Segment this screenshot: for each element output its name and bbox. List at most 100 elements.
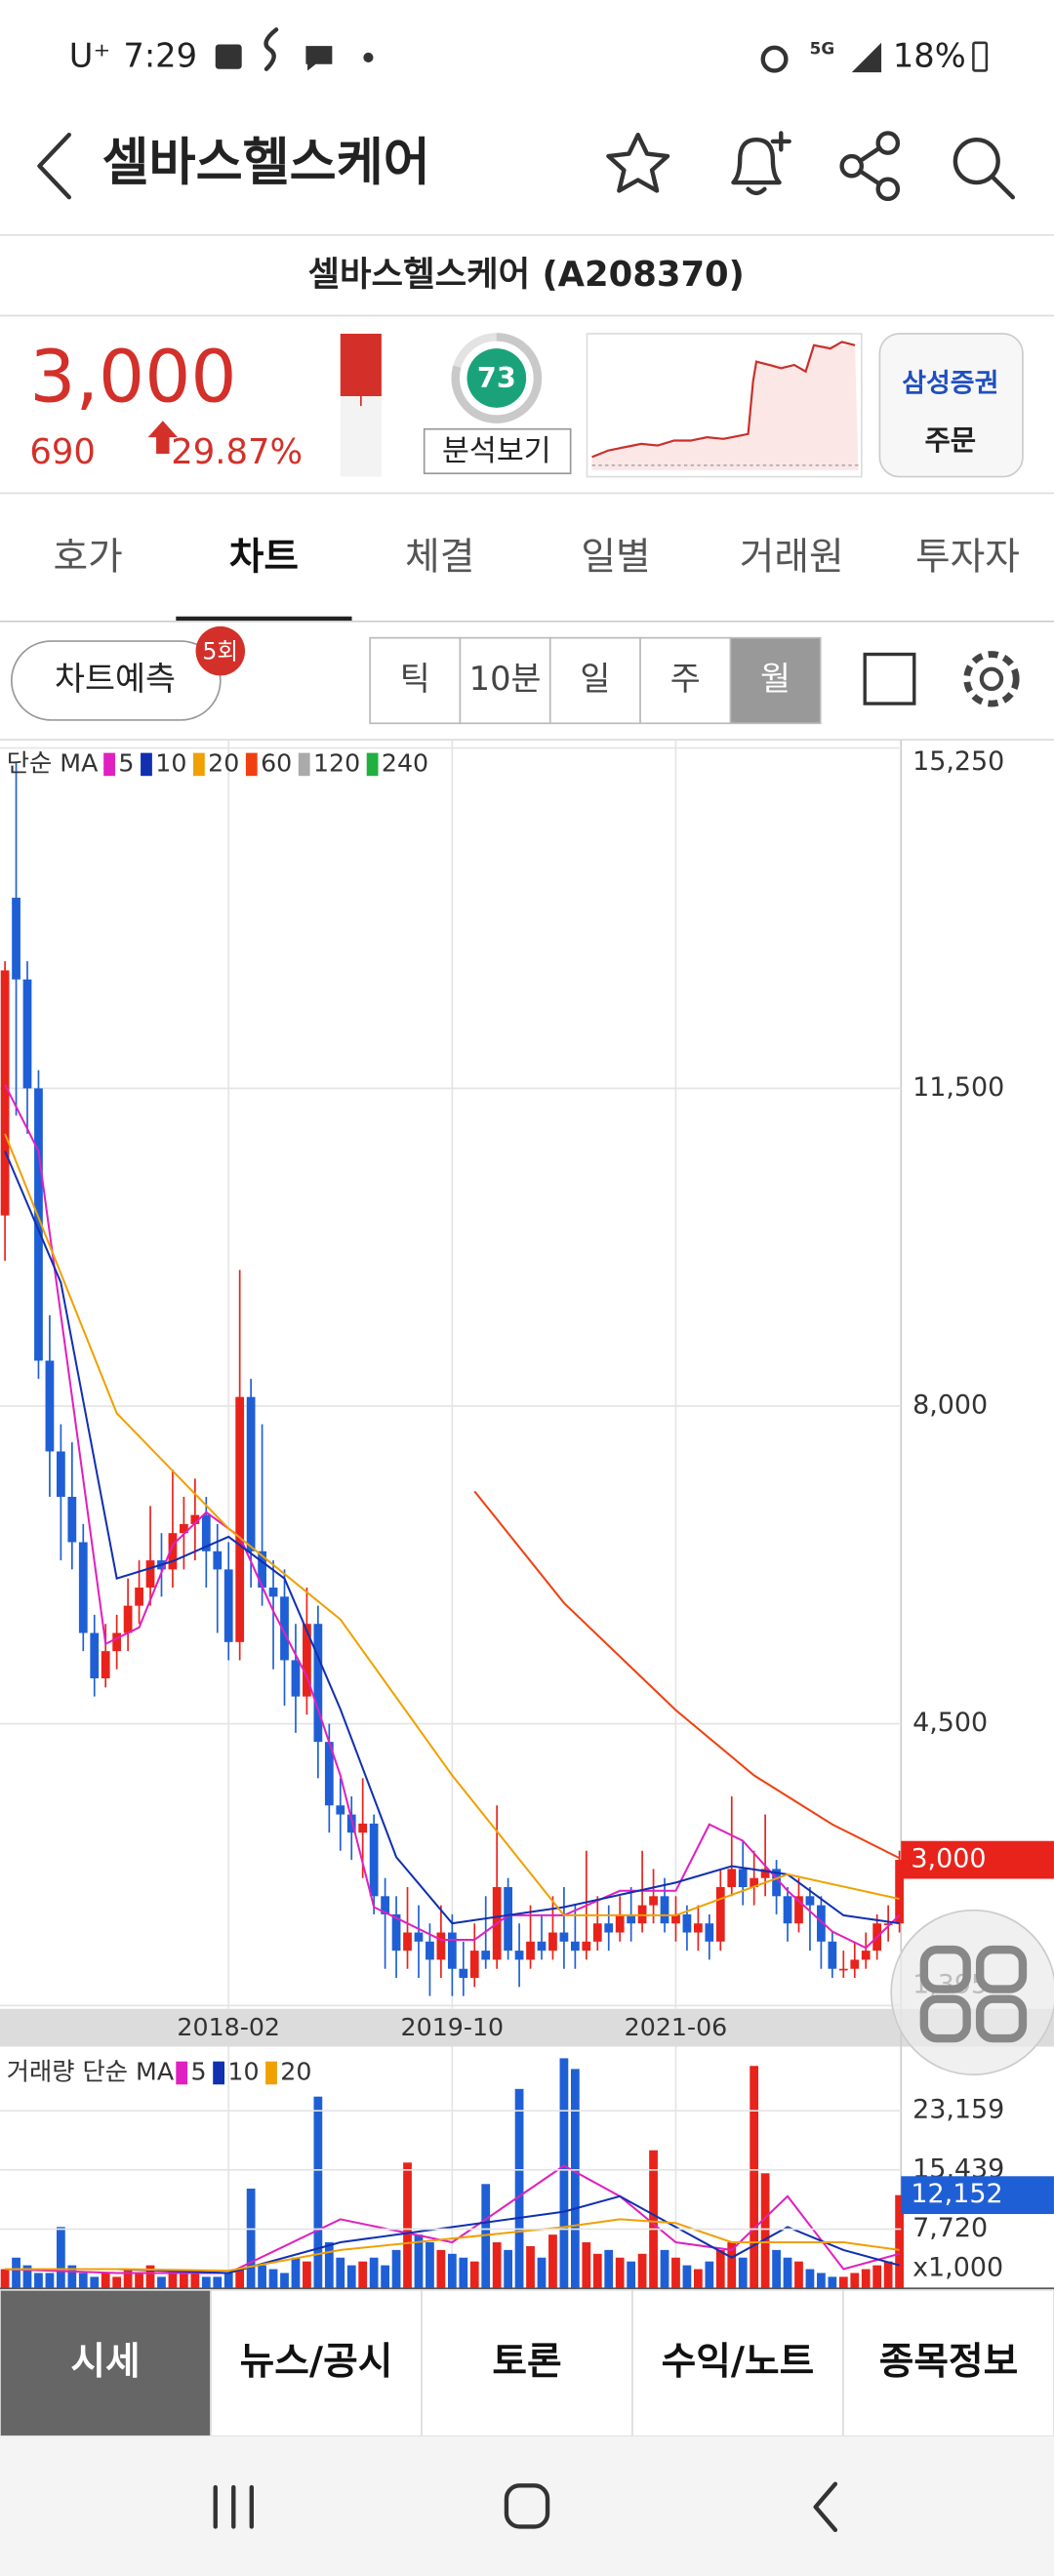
tab[interactable] <box>704 495 880 621</box>
candle-body <box>78 1542 88 1633</box>
candle-body <box>213 1550 223 1570</box>
x-tick-label: 2019-10 <box>401 2013 505 2041</box>
recents-button[interactable] <box>213 2484 254 2529</box>
zoom-button-part[interactable] <box>975 1945 1028 1993</box>
broker-button[interactable] <box>878 333 1024 478</box>
candle-body <box>56 1451 65 1497</box>
share-button-part[interactable] <box>875 177 901 202</box>
settings-button-part[interactable] <box>963 651 1020 707</box>
volume-bar <box>223 2273 233 2289</box>
share-button[interactable] <box>839 131 901 202</box>
network: 5G <box>810 39 835 59</box>
tab[interactable] <box>0 495 177 621</box>
tab[interactable] <box>879 495 1054 621</box>
alert-button[interactable] <box>731 138 782 196</box>
layout-button[interactable] <box>863 652 916 705</box>
zoom-button-part[interactable] <box>890 1909 1054 2075</box>
tab[interactable] <box>351 495 528 621</box>
legend-label: 10 <box>227 2057 259 2085</box>
bottom-tab[interactable] <box>210 2289 423 2437</box>
volume-bar <box>872 2265 882 2289</box>
volume-unit: x1,000 <box>912 2252 1003 2282</box>
ma-line <box>5 2218 900 2273</box>
candle-body <box>537 1941 547 1952</box>
volume-bar <box>112 2276 122 2289</box>
volume-bar <box>123 2269 133 2289</box>
volume-bar <box>705 2261 714 2289</box>
period-button[interactable] <box>369 636 462 725</box>
tab[interactable] <box>527 495 705 621</box>
candle-body <box>783 1896 792 1924</box>
zoom-button-part[interactable] <box>975 1994 1028 2043</box>
back-button[interactable] <box>37 132 71 200</box>
y-tick-label: 15,250 <box>912 746 1004 777</box>
price-chart: 2018-02 2019-10 2021-06 15,250 11,500 8,000 4,… <box>0 740 1054 2041</box>
volume-bar <box>358 2261 368 2289</box>
volume-bar <box>381 2265 389 2289</box>
bottom-tab-label: 뉴스/공시 <box>240 2340 393 2384</box>
home-button[interactable] <box>504 2483 550 2529</box>
predict-button[interactable] <box>10 640 222 721</box>
candle-body <box>615 1913 625 1933</box>
period-label: 10분 <box>469 660 542 698</box>
analysis-button[interactable] <box>423 427 572 475</box>
candle-body <box>426 1941 434 1960</box>
search-button[interactable] <box>953 138 1016 200</box>
candle-body <box>604 1923 614 1933</box>
volume-bar <box>291 2257 301 2289</box>
zoom-button-part[interactable] <box>919 1945 971 1993</box>
settings-button[interactable] <box>963 651 1020 707</box>
volume-bar <box>303 2261 311 2289</box>
settings-button-part[interactable] <box>979 666 1004 692</box>
volume-bar <box>783 2257 792 2289</box>
candle-body <box>190 1514 200 1524</box>
favorite-button[interactable] <box>606 132 670 193</box>
tab[interactable] <box>176 495 352 621</box>
search-button-part[interactable] <box>991 175 1016 200</box>
legend-label: 240 <box>382 748 428 777</box>
volume-bar <box>727 2242 737 2289</box>
volume-bar <box>12 2257 20 2289</box>
y-tick-label: 11,500 <box>912 1072 1004 1103</box>
candle-body <box>559 1932 569 1942</box>
candle-body <box>447 1932 457 1969</box>
back-nav-button[interactable] <box>813 2481 838 2533</box>
search-button-part[interactable] <box>953 138 1000 185</box>
candle-body <box>805 1896 815 1906</box>
zoom-button[interactable] <box>890 1909 1054 2075</box>
y-tick-label: 8,000 <box>912 1389 988 1420</box>
legend-swatch <box>265 2061 277 2085</box>
candle-body <box>436 1932 446 1960</box>
zoom-button-part[interactable] <box>919 1994 971 2043</box>
candle-body <box>682 1913 692 1933</box>
analysis-label: 분석보기 <box>442 434 551 468</box>
period-button[interactable] <box>459 636 551 725</box>
bottom-tab[interactable] <box>842 2289 1054 2437</box>
y-tick-label: 4,500 <box>912 1708 988 1738</box>
period-button[interactable] <box>548 636 641 725</box>
share-button-part[interactable] <box>857 145 882 186</box>
battery-text: 18% <box>893 36 966 74</box>
bottom-tab[interactable] <box>421 2289 633 2437</box>
candle-body <box>313 1624 323 1743</box>
period-label: 주 <box>670 660 701 698</box>
share-button-part[interactable] <box>839 153 865 179</box>
tab-label: 일별 <box>581 535 650 579</box>
candle-body <box>358 1823 368 1833</box>
candle-body <box>459 1968 468 1979</box>
header: 셀바스헬스케어 <box>37 131 1016 202</box>
volume-bar <box>861 2269 871 2289</box>
period-button[interactable] <box>729 636 822 725</box>
candle-body <box>694 1923 703 1933</box>
legend-title: 거래량 단순 MA <box>7 2057 175 2085</box>
candle-body <box>346 1814 356 1833</box>
volume-bar <box>258 2265 266 2289</box>
s-icon <box>264 27 279 71</box>
share-button-part[interactable] <box>875 131 901 155</box>
volume-bar <box>78 2273 88 2289</box>
ma-line <box>473 1490 901 1860</box>
period-button[interactable] <box>639 636 732 725</box>
candle-body <box>123 1605 133 1633</box>
volume-bar <box>537 2257 547 2289</box>
